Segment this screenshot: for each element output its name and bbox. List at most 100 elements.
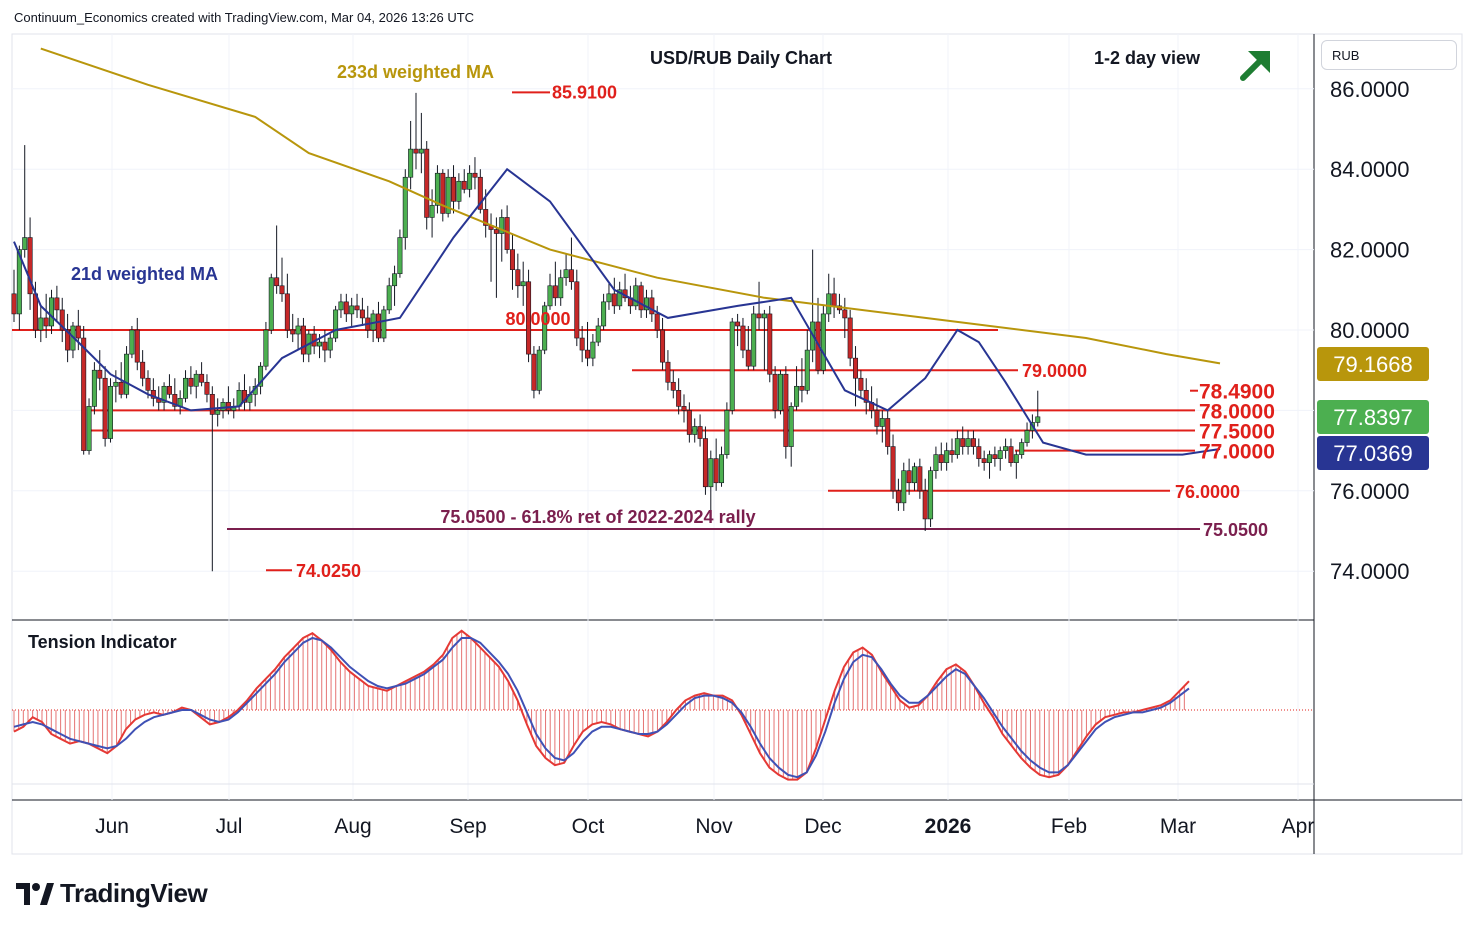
candle bbox=[922, 478, 928, 531]
candle-body bbox=[445, 176, 451, 214]
ma233-line bbox=[40, 47, 1221, 365]
candle bbox=[306, 330, 312, 363]
candle bbox=[402, 169, 408, 250]
candle-body bbox=[740, 325, 746, 351]
candle-body bbox=[911, 466, 917, 484]
candle-body bbox=[59, 309, 65, 331]
candle bbox=[263, 321, 269, 371]
candle bbox=[692, 418, 698, 443]
candle bbox=[504, 205, 510, 254]
candle-body bbox=[295, 325, 301, 335]
candle-body bbox=[735, 321, 741, 327]
candle-body bbox=[847, 317, 853, 359]
candle bbox=[949, 438, 955, 463]
candle-body bbox=[585, 349, 591, 359]
candle-body bbox=[343, 301, 349, 315]
candle-body bbox=[788, 406, 794, 447]
candle-body bbox=[719, 454, 725, 484]
annotation-retracement: 75.0500 - 61.8% ret of 2022-2024 rally bbox=[440, 507, 755, 527]
candle bbox=[333, 305, 339, 343]
candle-body bbox=[794, 385, 800, 407]
candle-body bbox=[1035, 416, 1041, 423]
candle bbox=[552, 261, 558, 306]
candle-body bbox=[392, 273, 398, 287]
usd-rub-chart[interactable]: 85.9100 80.0000 79.0000 76.0000 74.0250 75.05… bbox=[0, 0, 1474, 870]
candle-body bbox=[906, 470, 912, 484]
candle bbox=[660, 317, 666, 371]
ma233-label: 233d weighted MA bbox=[337, 62, 494, 82]
candle-body bbox=[890, 446, 896, 492]
candle bbox=[820, 305, 826, 375]
candle-body bbox=[338, 301, 344, 311]
candle-body bbox=[686, 410, 692, 435]
candle-body bbox=[1019, 442, 1025, 455]
currency-button[interactable]: RUB bbox=[1321, 40, 1457, 70]
candle bbox=[633, 277, 639, 310]
candle bbox=[901, 462, 907, 511]
candle-body bbox=[386, 285, 392, 311]
price-tick-label: 74.0000 bbox=[1330, 559, 1410, 584]
candle-body bbox=[649, 297, 655, 315]
candle-body bbox=[274, 277, 280, 287]
candle-body bbox=[745, 349, 751, 367]
candle-body bbox=[879, 418, 885, 427]
candle bbox=[413, 92, 419, 170]
support-resistance-levels bbox=[12, 91, 1200, 572]
candle bbox=[124, 346, 130, 399]
candle bbox=[91, 362, 97, 415]
tradingview-logo: TradingView bbox=[16, 878, 208, 909]
candle-body bbox=[118, 381, 124, 395]
time-tick-label: Apr bbox=[1282, 815, 1315, 838]
candle-body bbox=[327, 337, 333, 351]
candlesticks bbox=[11, 92, 1041, 572]
candle-body bbox=[199, 373, 205, 383]
candle-body bbox=[429, 205, 435, 218]
candle bbox=[579, 325, 585, 363]
candle-body bbox=[944, 450, 950, 463]
candle bbox=[445, 169, 451, 218]
chart-frame bbox=[11, 33, 1463, 855]
candle-body bbox=[895, 490, 901, 504]
time-tick-label: Sep bbox=[449, 815, 486, 838]
candle bbox=[740, 317, 746, 359]
candle bbox=[536, 346, 542, 395]
candle-body bbox=[483, 209, 489, 226]
candle-body bbox=[172, 394, 178, 407]
candle bbox=[258, 362, 264, 395]
candle-body bbox=[563, 269, 569, 279]
time-axis[interactable]: Jun Jul Aug Sep Oct Nov Dec 2026 Feb Mar Apr bbox=[95, 815, 1314, 838]
candle bbox=[933, 446, 939, 479]
candle bbox=[756, 281, 762, 330]
candle-body bbox=[86, 406, 92, 451]
candle-body bbox=[472, 172, 478, 178]
candle-body bbox=[349, 305, 355, 315]
time-tick-label: Mar bbox=[1160, 815, 1196, 838]
candle-body bbox=[413, 148, 419, 154]
candle bbox=[193, 370, 199, 399]
candle bbox=[343, 293, 349, 322]
candle bbox=[842, 297, 848, 339]
candle-body bbox=[183, 377, 189, 399]
candle bbox=[150, 378, 156, 407]
candle-body bbox=[268, 277, 274, 331]
time-tick-label: 2026 bbox=[925, 815, 972, 838]
candle bbox=[526, 269, 532, 363]
candle bbox=[300, 317, 306, 363]
candle-body bbox=[922, 490, 928, 520]
candle bbox=[274, 225, 280, 294]
candle bbox=[515, 253, 521, 298]
candle bbox=[499, 209, 505, 262]
candle bbox=[188, 366, 194, 395]
candle bbox=[327, 334, 333, 359]
candle-body bbox=[241, 389, 247, 403]
candle bbox=[284, 273, 290, 339]
candle bbox=[290, 313, 296, 343]
candle bbox=[911, 462, 917, 491]
price-axis[interactable]: 86.0000 84.0000 82.0000 80.0000 76.0000 74.00… bbox=[1317, 77, 1429, 584]
candle bbox=[49, 289, 55, 335]
candle bbox=[397, 229, 403, 278]
candle bbox=[853, 346, 859, 407]
candle bbox=[107, 378, 113, 443]
candle-body bbox=[638, 285, 644, 311]
candle-body bbox=[702, 438, 708, 488]
